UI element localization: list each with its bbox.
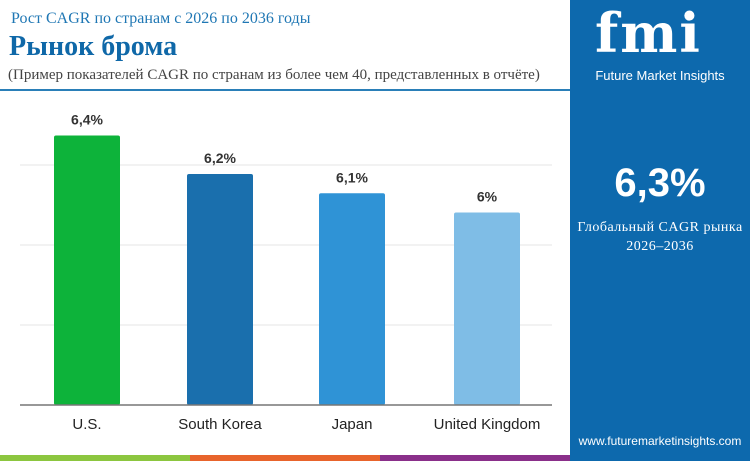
bar-u-s-: [54, 135, 120, 405]
bar-japan: [319, 193, 385, 405]
website-link[interactable]: www.futuremarketinsights.com: [578, 434, 742, 448]
chart-note: (Пример показателей CAGR по странам из б…: [8, 67, 540, 83]
bar-chart: 6,4% U.S. 6,2% South Korea 6,1% Japan 6% United…: [20, 112, 552, 433]
bar-south-korea: [187, 174, 253, 405]
data-label: 6,4%: [71, 112, 103, 128]
global-cagr-period: 2026–2036: [626, 239, 694, 254]
chart-subtitle: Рост CAGR по странам с 2026 по 2036 годы: [11, 10, 311, 27]
data-label: 6,2%: [204, 150, 236, 166]
sidebar-panel: fmi Future Market Insights 6,3% Глобальн…: [570, 0, 750, 461]
category-label: South Korea: [178, 416, 262, 433]
footer-stripe-purple: [380, 455, 570, 461]
chart-title: Рынок брома: [9, 31, 178, 62]
bar-united-kingdom: [454, 212, 520, 405]
footer-stripe-orange: [190, 455, 380, 461]
data-label: 6,1%: [336, 169, 368, 185]
category-label: United Kingdom: [434, 416, 541, 433]
category-label: Japan: [332, 416, 373, 433]
global-cagr-label: Глобальный CAGR рынка 2026–2036: [570, 218, 750, 256]
brand-name: Future Market Insights: [595, 68, 725, 83]
category-label: U.S.: [72, 416, 101, 433]
global-cagr-label-line1: Глобальный CAGR рынка: [577, 220, 743, 235]
fmi-logo: fmi: [595, 4, 702, 62]
footer-stripe-green: [0, 455, 190, 461]
data-label: 6%: [477, 189, 498, 205]
header-divider: [0, 89, 570, 91]
global-cagr-value: 6,3%: [614, 161, 706, 205]
